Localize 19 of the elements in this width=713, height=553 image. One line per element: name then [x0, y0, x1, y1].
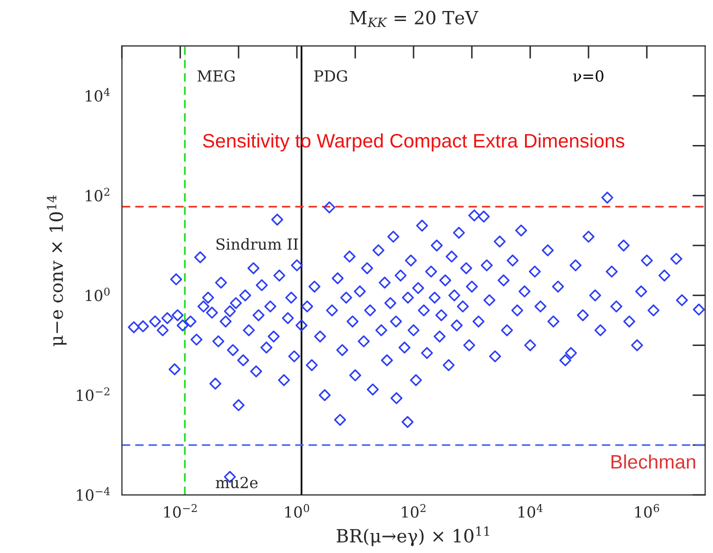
y-axis-title: μ−e conv × 10$^{14}$ [46, 195, 67, 346]
y-tick-label: 10$^{−4}$ [76, 487, 110, 501]
ref-line-label: MEG [198, 70, 235, 82]
y-tick-label: 10$^{0}$ [86, 288, 110, 302]
y-tick-label: 10$^{4}$ [86, 88, 110, 102]
x-tick-label: 10$^{6}$ [635, 504, 660, 518]
annotation: ν=0 [573, 70, 604, 82]
ref-line-label: Sindrum II [216, 238, 298, 250]
x-tick-label: 10$^{4}$ [518, 504, 543, 518]
x-axis-title: BR(μ→eγ) × 10$^{11}$ [336, 526, 490, 546]
x-tick-label: 10$^{0}$ [285, 504, 310, 518]
x-tick-label: 10$^{−2}$ [164, 504, 197, 518]
y-tick-label: 10$^{−2}$ [76, 387, 110, 402]
ref-line-label: PDG [314, 70, 347, 82]
y-tick-label: 10$^{2}$ [86, 188, 110, 202]
ref-line-label: mu2e [216, 476, 258, 488]
chart-title: M$_{KK}$ = 20 TeV [350, 10, 478, 28]
x-tick-label: 10$^{2}$ [402, 504, 426, 518]
annotation: Blechman [612, 454, 696, 469]
